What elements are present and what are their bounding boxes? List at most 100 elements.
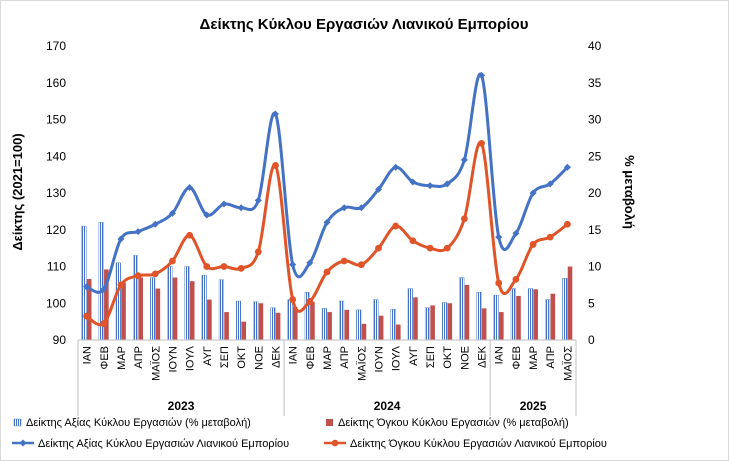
y-right-tick-label: 25	[588, 149, 602, 163]
bar-volume-change	[292, 306, 298, 340]
x-tick-label: ΙΟΥΛ	[185, 345, 197, 371]
point-value-index	[134, 228, 142, 236]
bar-volume-change	[189, 281, 195, 340]
bar-volume-change	[155, 288, 161, 340]
point-volume-index	[478, 139, 485, 147]
point-value-index	[426, 182, 434, 190]
bar-volume-change	[567, 266, 573, 340]
bar-volume-change	[104, 269, 109, 340]
point-value-index	[478, 71, 486, 79]
y-left-tick-label: 100	[46, 296, 66, 310]
point-value-index	[563, 163, 571, 171]
point-value-index	[495, 233, 503, 241]
bar-value-change	[150, 277, 156, 341]
point-volume-index	[529, 241, 537, 248]
bar-value-change	[373, 299, 379, 341]
bar-value-change	[339, 300, 345, 341]
x-tick-label: ΦΕΒ	[99, 346, 111, 369]
x-tick-label: ΜΑΡ	[116, 346, 128, 370]
y-right-tick-label: 10	[588, 260, 602, 274]
point-value-index	[529, 189, 537, 197]
point-volume-index	[254, 248, 262, 256]
point-volume-index	[357, 261, 365, 269]
point-volume-index	[443, 244, 451, 252]
year-label: 2025	[520, 399, 547, 413]
bar-value-change	[562, 278, 568, 341]
bar-volume-change	[447, 303, 453, 340]
point-volume-index	[323, 268, 331, 276]
point-volume-index	[134, 272, 142, 280]
y-right-tick-label: 30	[588, 113, 602, 127]
bar-value-change	[476, 292, 482, 341]
point-value-index	[392, 163, 400, 171]
bar-volume-change	[207, 299, 212, 340]
point-volume-index	[375, 244, 382, 252]
point-value-index	[289, 261, 297, 269]
bar-volume-change	[361, 323, 367, 340]
point-value-index	[271, 110, 279, 118]
bar-volume-change	[516, 295, 521, 340]
point-value-index	[409, 178, 417, 186]
point-value-index	[357, 204, 365, 212]
x-tick-label: ΜΑΡ	[528, 346, 540, 370]
point-value-index	[546, 180, 554, 188]
bar-volume-change	[395, 324, 401, 340]
point-volume-index	[306, 298, 314, 305]
y-left-tick-label: 140	[46, 149, 66, 163]
point-value-index	[443, 180, 451, 188]
point-value-index	[100, 285, 108, 293]
point-volume-index	[100, 320, 108, 327]
bar-volume-change	[138, 277, 143, 340]
bar-value-change	[424, 307, 430, 341]
x-tick-label: ΑΠΡ	[339, 346, 351, 369]
bar-volume-change	[550, 293, 556, 340]
x-tick-label: ΟΚΤ	[236, 346, 248, 369]
x-tick-label: ΦΕΒ	[305, 346, 317, 369]
point-volume-index	[169, 257, 176, 265]
point-value-index	[220, 200, 228, 208]
point-value-index	[254, 196, 262, 204]
point-volume-index	[409, 237, 417, 245]
x-tick-label: ΟΚΤ	[442, 346, 454, 369]
bar-volume-change	[533, 289, 538, 340]
bar-volume-change	[344, 309, 350, 340]
bar-value-change	[545, 299, 551, 341]
point-volume-index	[460, 215, 468, 223]
point-volume-index	[220, 263, 228, 270]
bar-value-change	[270, 307, 276, 341]
x-tick-label: ΔΕΚ	[477, 345, 489, 368]
y-right-tick-label: 40	[588, 39, 602, 53]
x-tick-label: ΝΟΕ	[253, 346, 265, 370]
point-volume-index	[495, 279, 503, 287]
point-value-index	[306, 259, 314, 267]
bar-volume-change	[413, 297, 418, 340]
x-tick-label: ΔΕΚ	[270, 345, 282, 368]
bar-value-change	[201, 275, 207, 341]
x-tick-label: ΙΟΥΛ	[391, 345, 403, 371]
bar-value-change	[115, 262, 121, 341]
x-tick-label: ΙΟΥΝ	[374, 346, 386, 373]
bar-value-change	[527, 288, 533, 341]
y-left-tick-label: 130	[46, 186, 66, 200]
bar-volume-change	[378, 315, 384, 340]
bar-volume-change	[327, 312, 332, 340]
x-tick-label: ΣΕΠ	[425, 346, 437, 368]
point-volume-index	[272, 162, 279, 169]
bar-value-change	[132, 255, 138, 341]
bar-value-change	[442, 302, 448, 341]
point-value-index	[186, 183, 194, 191]
point-volume-index	[546, 233, 554, 241]
bar-value-change	[390, 308, 396, 341]
y-right-tick-label: 5	[588, 296, 595, 310]
legend-swatch-marker	[331, 439, 339, 447]
year-label: 2023	[168, 399, 195, 413]
point-value-index	[323, 218, 331, 226]
plot-area: 9010011012013014015016017005101520253035…	[46, 39, 602, 416]
point-value-index	[340, 204, 348, 212]
legend-label: Δείκτης Όγκου Κύκλου Εργασιών (% μεταβολ…	[338, 417, 569, 429]
legend-swatch	[326, 419, 333, 426]
y-axis-right-title: % μεταβολή	[622, 155, 637, 229]
bar-value-change	[321, 308, 327, 341]
